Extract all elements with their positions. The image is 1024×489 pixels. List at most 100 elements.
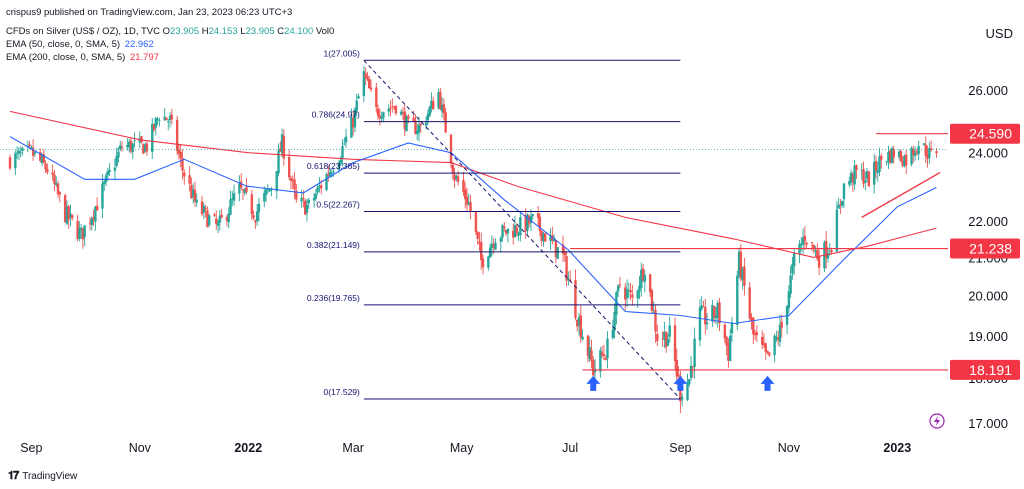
candle-body <box>453 174 456 181</box>
candle-body <box>108 169 111 173</box>
candle-body <box>552 238 556 242</box>
candle-body <box>901 160 904 166</box>
candle-body <box>849 172 853 183</box>
candle-body <box>826 253 830 259</box>
time-tick-label: Mar <box>342 441 364 455</box>
candle-body <box>215 218 218 224</box>
candle-body <box>439 91 442 110</box>
candle-body <box>51 172 54 175</box>
candle-body <box>330 173 334 174</box>
candle-body <box>432 100 435 110</box>
time-tick-label: 2023 <box>883 441 911 455</box>
candle-body <box>835 209 839 252</box>
candle-body <box>207 215 211 226</box>
ohlc-value-h: 24.153 <box>208 26 238 37</box>
ohlc-key-o: O <box>162 26 170 37</box>
candle-body <box>389 108 392 109</box>
candle-body <box>800 243 803 246</box>
candle-body <box>887 152 890 163</box>
candle-body <box>79 227 83 230</box>
candle-body <box>629 289 632 293</box>
candle-body <box>652 311 655 313</box>
candle-body <box>357 96 360 99</box>
price-badge-label: 21.238 <box>969 241 1012 257</box>
candle-body <box>805 242 808 245</box>
candle-body <box>154 118 158 128</box>
candle-body <box>641 268 645 281</box>
candle-body <box>191 189 195 197</box>
candle-body <box>776 337 780 340</box>
candle-body <box>586 335 590 356</box>
candle-body <box>188 175 191 184</box>
candle-body <box>104 175 108 183</box>
candle-body <box>120 146 124 148</box>
candle-body <box>889 150 892 163</box>
candle-body <box>691 366 695 368</box>
ema50-legend[interactable]: EMA (50, close, 0, SMA, 5) 22.962 <box>6 38 154 51</box>
symbol-line: CFDs on Silver (US$ / OZ), 1D, TVC O23.9… <box>6 25 334 38</box>
ohlc-values: O23.905 H24.153 L23.905 C24.100 <box>163 26 314 37</box>
candle-body <box>890 147 894 163</box>
candle-body <box>688 379 691 385</box>
candle-body <box>791 264 794 274</box>
time-tick-label: May <box>450 441 474 455</box>
tradingview-logo-icon: 𝟏𝟕 <box>8 470 19 482</box>
candle-body <box>600 352 604 356</box>
candle-body <box>513 225 517 238</box>
candle-body <box>113 167 117 171</box>
candle-body <box>816 250 819 259</box>
candle-body <box>351 118 355 128</box>
candle-body <box>163 116 166 121</box>
candle-body <box>55 182 58 185</box>
candle-body <box>490 243 494 248</box>
candles <box>8 66 938 414</box>
ohlc-key-h: H <box>199 26 209 37</box>
candle-body <box>524 215 527 232</box>
candle-body <box>428 107 431 116</box>
candle-body <box>563 252 566 256</box>
candle-body <box>830 250 833 253</box>
candle-body <box>668 325 671 337</box>
candle-body <box>801 237 805 245</box>
candle-body <box>748 287 751 319</box>
candle-body <box>437 92 440 108</box>
candle-body <box>424 122 428 126</box>
candle-body <box>750 317 753 321</box>
ema200-legend[interactable]: EMA (200, close, 0, SMA, 5) 21.797 <box>6 51 159 64</box>
candle-body <box>700 305 703 310</box>
candle-body <box>716 302 719 319</box>
candle-body <box>195 199 198 203</box>
candle-body <box>922 143 926 145</box>
candle-body <box>656 334 659 342</box>
candle-body <box>243 188 246 193</box>
candle-body <box>279 148 282 152</box>
candle-body <box>456 176 460 182</box>
ohlc-key-l: L <box>237 26 246 37</box>
axis-currency: USD <box>986 26 1013 41</box>
candle-body <box>878 156 881 172</box>
candle-body <box>855 165 858 171</box>
candle-body <box>542 233 545 242</box>
candle-body <box>403 111 406 130</box>
fib-label-6: 0(17.529) <box>323 387 360 397</box>
candle-body <box>140 136 143 143</box>
candle-body <box>90 218 93 225</box>
candle-body <box>193 189 197 202</box>
candle-body <box>762 343 766 346</box>
candle-body <box>602 354 606 357</box>
candle-body <box>864 180 867 183</box>
candle-body <box>912 149 915 156</box>
price-badge <box>950 238 1020 259</box>
candle-body <box>302 198 305 200</box>
candle-body <box>693 338 696 367</box>
candle-body <box>727 343 730 361</box>
candle-body <box>268 189 271 192</box>
candle-body <box>913 152 917 156</box>
candle-body <box>21 147 24 151</box>
candle-body <box>873 161 876 185</box>
candle-body <box>179 151 182 158</box>
candle-body <box>714 315 718 319</box>
candle-body <box>63 195 67 223</box>
candle-body <box>689 365 693 378</box>
